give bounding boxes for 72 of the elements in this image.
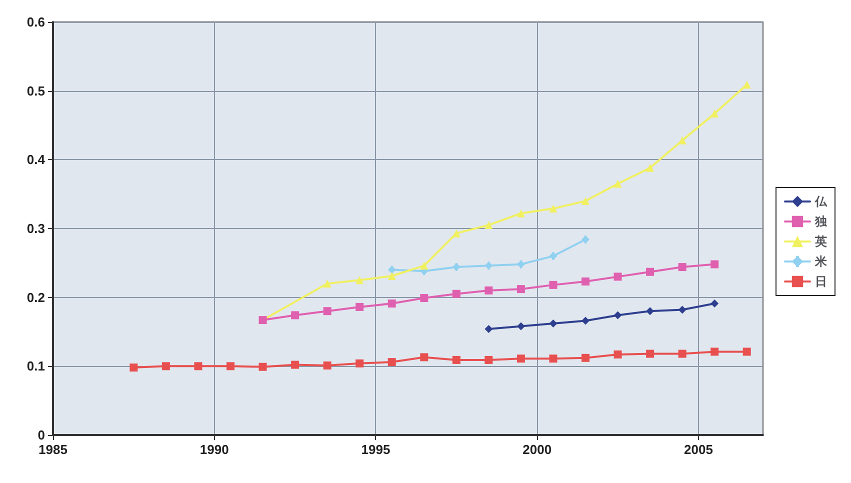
point — [614, 180, 622, 188]
point — [484, 356, 493, 364]
x-tick-label: 1995 — [361, 442, 390, 457]
x-tick-label: 1990 — [200, 442, 229, 457]
point — [323, 361, 332, 370]
point — [549, 280, 558, 289]
point — [388, 300, 396, 308]
point — [484, 221, 493, 230]
point — [323, 307, 332, 316]
point — [678, 350, 686, 358]
point — [516, 285, 525, 294]
point — [646, 350, 654, 358]
point — [516, 354, 525, 363]
point — [582, 196, 590, 205]
point — [258, 362, 267, 371]
point — [388, 358, 396, 366]
point — [226, 362, 234, 370]
legend-label: 米 — [814, 254, 828, 268]
point — [646, 164, 654, 172]
point — [549, 204, 558, 213]
point — [420, 353, 428, 362]
point — [710, 300, 719, 308]
y-tick-label: 0.2 — [26, 290, 45, 305]
y-tick-label: 0.1 — [26, 358, 45, 374]
point — [452, 356, 460, 364]
point — [614, 272, 622, 281]
point — [516, 209, 525, 218]
legend-label: 日 — [815, 274, 827, 288]
point — [742, 348, 751, 356]
point — [678, 306, 686, 314]
point — [388, 272, 396, 280]
point — [291, 360, 300, 369]
point — [452, 290, 460, 298]
point — [646, 307, 654, 316]
point — [614, 311, 622, 320]
point — [742, 80, 751, 89]
point — [484, 286, 493, 294]
point — [582, 278, 590, 286]
point — [678, 263, 686, 272]
point — [323, 280, 332, 288]
point — [356, 276, 364, 284]
point — [194, 362, 202, 370]
legend-label: 独 — [814, 214, 828, 228]
point — [710, 348, 719, 356]
point — [582, 354, 590, 362]
x-tick-label: 2005 — [684, 442, 713, 457]
point — [710, 110, 719, 118]
y-tick-label: 0.5 — [26, 83, 45, 98]
point — [582, 316, 590, 325]
y-tick-label: 0.6 — [26, 14, 45, 30]
point — [549, 319, 558, 328]
point — [356, 302, 364, 311]
point — [710, 260, 719, 268]
point — [162, 362, 170, 370]
point — [646, 268, 654, 276]
legend-label: 仏 — [814, 194, 828, 208]
point — [420, 294, 428, 302]
point — [130, 364, 138, 372]
point — [356, 359, 364, 368]
point — [420, 262, 428, 270]
point — [516, 322, 525, 330]
x-tick-label: 1985 — [38, 442, 68, 457]
x-tick-label: 2000 — [522, 442, 552, 457]
point — [484, 324, 493, 333]
y-tick-label: 0.4 — [26, 152, 46, 168]
legend-label: 英 — [814, 234, 827, 248]
point — [291, 311, 300, 320]
point — [549, 354, 558, 363]
y-tick-label: 0.3 — [26, 221, 45, 236]
point — [678, 136, 686, 144]
y-tick-label: 0 — [38, 428, 45, 442]
point — [614, 350, 622, 358]
